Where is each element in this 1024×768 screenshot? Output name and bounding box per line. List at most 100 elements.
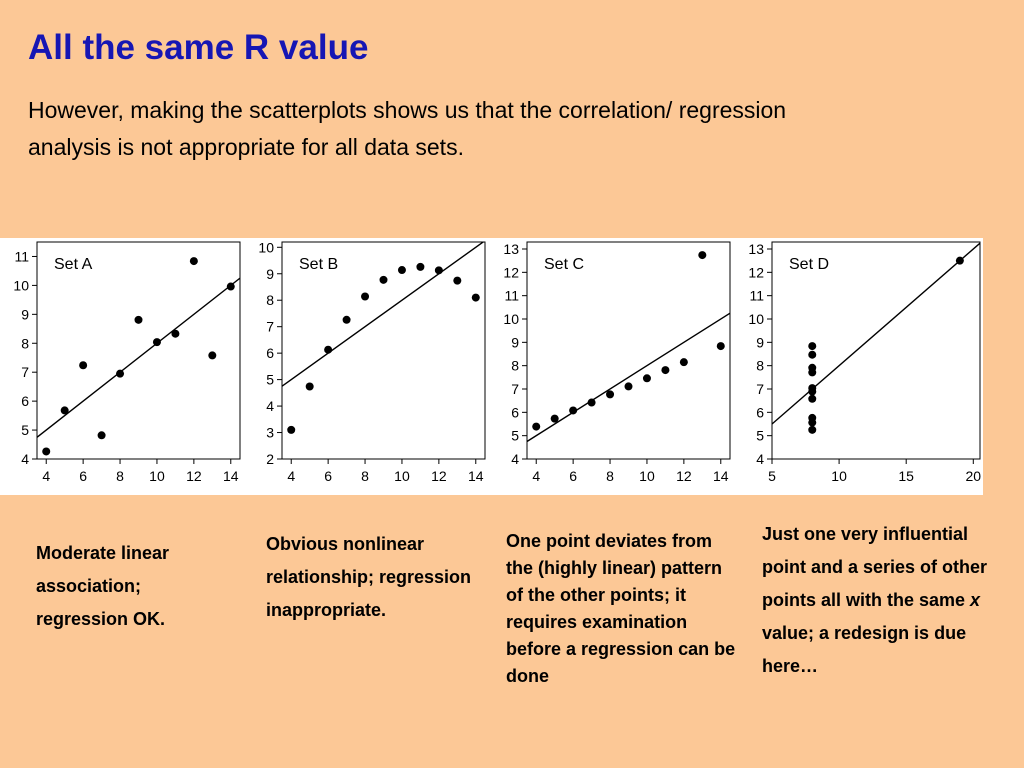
x-tick-label-b-6: 6 — [324, 468, 332, 484]
data-point-d-10 — [808, 363, 817, 372]
page-title: All the same R value — [28, 28, 369, 67]
scatterplot-set-a: 4 5 6 7 8 9 10 11 4 6 8 10 12 14 Set A — [13, 241, 241, 484]
caption-set-d-text-1: Just one very influential point and a se… — [762, 524, 988, 610]
data-point-c-1 — [532, 422, 541, 431]
data-point-b-10 — [453, 276, 462, 285]
data-point-d-4 — [808, 342, 817, 351]
caption-set-d-italic: x — [970, 590, 981, 610]
y-tick-label-d-11: 11 — [749, 288, 764, 304]
data-point-c-5 — [606, 390, 615, 399]
caption-set-d-text-2: value; a redesign is due here… — [762, 623, 967, 676]
y-tick-label-a-4: 4 — [21, 451, 29, 467]
x-tick-label-c-8: 8 — [606, 468, 614, 484]
plot-title-d: Set D — [789, 256, 829, 273]
y-tick-label-c-6: 6 — [511, 404, 519, 420]
x-tick-label-b-14: 14 — [468, 468, 484, 484]
y-tick-label-a-6: 6 — [21, 393, 29, 409]
data-point-a-10 — [208, 351, 217, 360]
y-tick-label-a-5: 5 — [21, 422, 29, 438]
data-point-d-8 — [955, 256, 964, 265]
caption-set-a: Moderate linear association; regression … — [36, 543, 170, 629]
caption-set-c: One point deviates from the (highly line… — [506, 531, 736, 686]
scatterplot-panel: 4 5 6 7 8 9 10 11 4 6 8 10 12 14 Set A 2 3 4 5 6 7 8 9 10 4 6 8 10… — [0, 238, 983, 495]
data-point-c-11 — [716, 342, 725, 351]
y-tick-label-b-5: 5 — [266, 372, 274, 388]
y-tick-label-a-11: 11 — [14, 248, 29, 264]
y-tick-label-d-8: 8 — [756, 358, 764, 374]
data-point-d-11 — [808, 387, 817, 396]
x-tick-label-c-14: 14 — [713, 468, 729, 484]
y-tick-label-d-10: 10 — [748, 311, 764, 327]
data-point-a-3 — [79, 361, 88, 370]
y-tick-label-d-13: 13 — [748, 241, 764, 257]
x-tick-label-d-15: 15 — [898, 468, 914, 484]
data-point-a-6 — [134, 315, 143, 324]
x-tick-label-a-6: 6 — [79, 468, 87, 484]
data-point-c-7 — [642, 374, 651, 383]
data-point-d-5 — [808, 350, 817, 359]
x-tick-label-c-4: 4 — [532, 468, 540, 484]
y-tick-label-b-7: 7 — [266, 319, 274, 335]
y-tick-label-c-5: 5 — [511, 428, 519, 444]
data-point-b-8 — [416, 262, 425, 271]
data-point-b-3 — [324, 345, 333, 354]
data-point-b-11 — [471, 293, 480, 302]
caption-set-d: Just one very influential point and a se… — [762, 518, 992, 683]
data-point-b-2 — [305, 382, 314, 391]
y-tick-label-b-9: 9 — [266, 266, 274, 282]
x-tick-label-b-10: 10 — [394, 468, 410, 484]
data-point-b-6 — [379, 275, 388, 284]
y-tick-label-d-7: 7 — [756, 381, 764, 397]
data-point-c-2 — [550, 414, 559, 423]
x-tick-label-a-10: 10 — [149, 468, 165, 484]
x-tick-label-c-10: 10 — [639, 468, 655, 484]
data-point-a-1 — [42, 447, 51, 456]
y-tick-label-d-6: 6 — [756, 404, 764, 420]
data-point-d-1 — [808, 394, 817, 403]
caption-set-b: Obvious nonlinear relationship; regressi… — [266, 534, 472, 620]
y-tick-label-d-9: 9 — [756, 334, 764, 350]
data-point-b-9 — [434, 266, 443, 275]
plot-title-a: Set A — [54, 256, 93, 273]
y-tick-label-c-8: 8 — [511, 358, 519, 374]
data-point-c-8 — [661, 366, 670, 375]
x-tick-label-a-8: 8 — [116, 468, 124, 484]
y-tick-label-c-12: 12 — [503, 264, 519, 280]
y-tick-label-c-9: 9 — [511, 334, 519, 350]
x-tick-label-a-14: 14 — [223, 468, 239, 484]
data-point-a-7 — [152, 338, 161, 347]
y-tick-label-b-3: 3 — [266, 425, 274, 441]
y-tick-label-c-10: 10 — [503, 311, 519, 327]
x-tick-label-c-6: 6 — [569, 468, 577, 484]
y-tick-label-b-10: 10 — [258, 239, 274, 255]
data-point-b-7 — [397, 266, 406, 275]
x-tick-label-c-12: 12 — [676, 468, 692, 484]
y-tick-label-b-2: 2 — [266, 451, 274, 467]
scatterplot-set-c: 4 5 6 7 8 9 10 11 12 13 4 6 8 10 12 14 Set C — [503, 241, 731, 484]
plot-title-c: Set C — [544, 256, 584, 273]
regression-line-c — [527, 312, 730, 443]
x-tick-label-d-10: 10 — [831, 468, 847, 484]
data-point-d-7 — [808, 425, 817, 434]
y-tick-label-b-8: 8 — [266, 292, 274, 308]
data-point-a-4 — [97, 431, 106, 440]
data-point-d-9 — [808, 418, 817, 427]
data-point-c-9 — [679, 358, 688, 367]
regression-line-b — [282, 242, 485, 387]
y-tick-label-c-11: 11 — [504, 288, 519, 304]
y-tick-label-d-5: 5 — [756, 428, 764, 444]
x-tick-label-d-5: 5 — [768, 468, 776, 484]
x-tick-label-b-12: 12 — [431, 468, 447, 484]
y-tick-label-c-7: 7 — [511, 381, 519, 397]
y-tick-label-c-13: 13 — [503, 241, 519, 257]
data-point-a-2 — [60, 406, 69, 415]
y-tick-label-b-6: 6 — [266, 345, 274, 361]
data-point-c-10 — [698, 251, 707, 260]
plot-frame-c — [526, 241, 731, 460]
scatterplot-set-b: 2 3 4 5 6 7 8 9 10 4 6 8 10 12 14 Set B — [258, 239, 486, 484]
regression-line-d — [772, 242, 980, 425]
y-tick-label-a-7: 7 — [21, 364, 29, 380]
y-tick-label-d-12: 12 — [748, 264, 764, 280]
data-point-a-8 — [171, 329, 180, 338]
